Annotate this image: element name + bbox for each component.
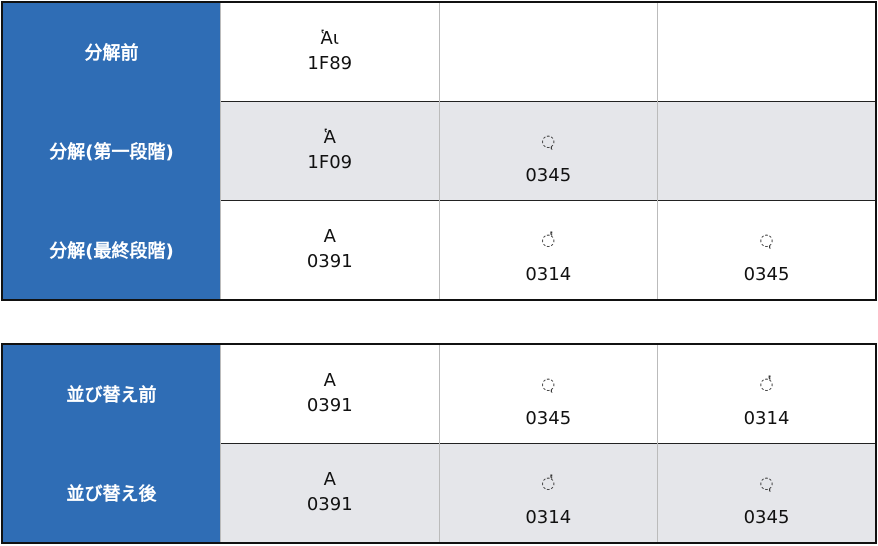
table-row: 分解前 Ἁι 1F89 <box>2 1 876 102</box>
code-point: 0345 <box>743 264 790 285</box>
code-point: 0391 <box>306 251 353 272</box>
table: 分解前 Ἁι 1F89 分解(第一段階) Ἁ 1F09 ◌ͅ 0345 分解(最終段階) Α 039… <box>1 1 877 301</box>
code-point: 0345 <box>525 408 572 429</box>
code-point: 0391 <box>306 494 353 515</box>
code-point: 0314 <box>743 408 790 429</box>
character: ◌ͅ <box>541 374 556 393</box>
table-cell: Ἁ 1F09 <box>220 101 439 201</box>
code-point: 0345 <box>743 507 790 528</box>
character: ◌ͅ <box>759 473 774 492</box>
table-cell: ◌ͅ 0345 <box>438 101 658 201</box>
character: Α <box>323 226 336 247</box>
character: Ἁ <box>323 127 336 148</box>
table: 並び替え前 Α 0391 ◌ͅ 0345 ◌̔ 0314 並び替え後 Α 0391 ◌̔ 0314 ◌ͅ… <box>1 343 877 544</box>
table-cell: Ἁι 1F89 <box>220 1 439 102</box>
table-row: 並び替え後 Α 0391 ◌̔ 0314 ◌ͅ 0345 <box>2 443 876 543</box>
table-cell: ◌ͅ 0345 <box>438 343 658 444</box>
table-cell: ◌ͅ 0345 <box>657 200 876 300</box>
code-point: 0314 <box>525 507 572 528</box>
code-point: 1F89 <box>307 53 353 74</box>
table-row: 分解(第一段階) Ἁ 1F09 ◌ͅ 0345 <box>2 101 876 201</box>
table-cell <box>438 1 658 102</box>
table-cell <box>657 101 876 201</box>
character: Α <box>323 370 336 391</box>
table-cell: ◌̔ 0314 <box>657 343 876 444</box>
character: ◌ͅ <box>541 131 556 150</box>
character: ◌̔ <box>541 230 556 249</box>
table-cell: Α 0391 <box>220 343 439 444</box>
row-header: 並び替え後 <box>2 443 221 543</box>
table-row: 分解(最終段階) Α 0391 ◌̔ 0314 ◌ͅ 0345 <box>2 200 876 300</box>
code-point: 1F09 <box>307 152 353 173</box>
character: Α <box>323 469 336 490</box>
code-point: 0345 <box>525 165 572 186</box>
table-cell: ◌̔ 0314 <box>438 200 658 300</box>
code-point: 0391 <box>306 395 353 416</box>
table-cell: Α 0391 <box>220 443 439 543</box>
character: Ἁι <box>320 28 339 49</box>
character: ◌̔ <box>541 473 556 492</box>
table-row: 並び替え前 Α 0391 ◌ͅ 0345 ◌̔ 0314 <box>2 343 876 444</box>
character: ◌ͅ <box>759 230 774 249</box>
table-cell: Α 0391 <box>220 200 439 300</box>
character: ◌̔ <box>759 374 774 393</box>
row-header: 並び替え前 <box>2 343 221 444</box>
table-cell <box>657 1 876 102</box>
table-cell: ◌ͅ 0345 <box>657 443 876 543</box>
code-point: 0314 <box>525 264 572 285</box>
row-header: 分解(最終段階) <box>2 200 221 300</box>
row-header: 分解前 <box>2 1 221 102</box>
table-cell: ◌̔ 0314 <box>438 443 658 543</box>
row-header: 分解(第一段階) <box>2 101 221 201</box>
